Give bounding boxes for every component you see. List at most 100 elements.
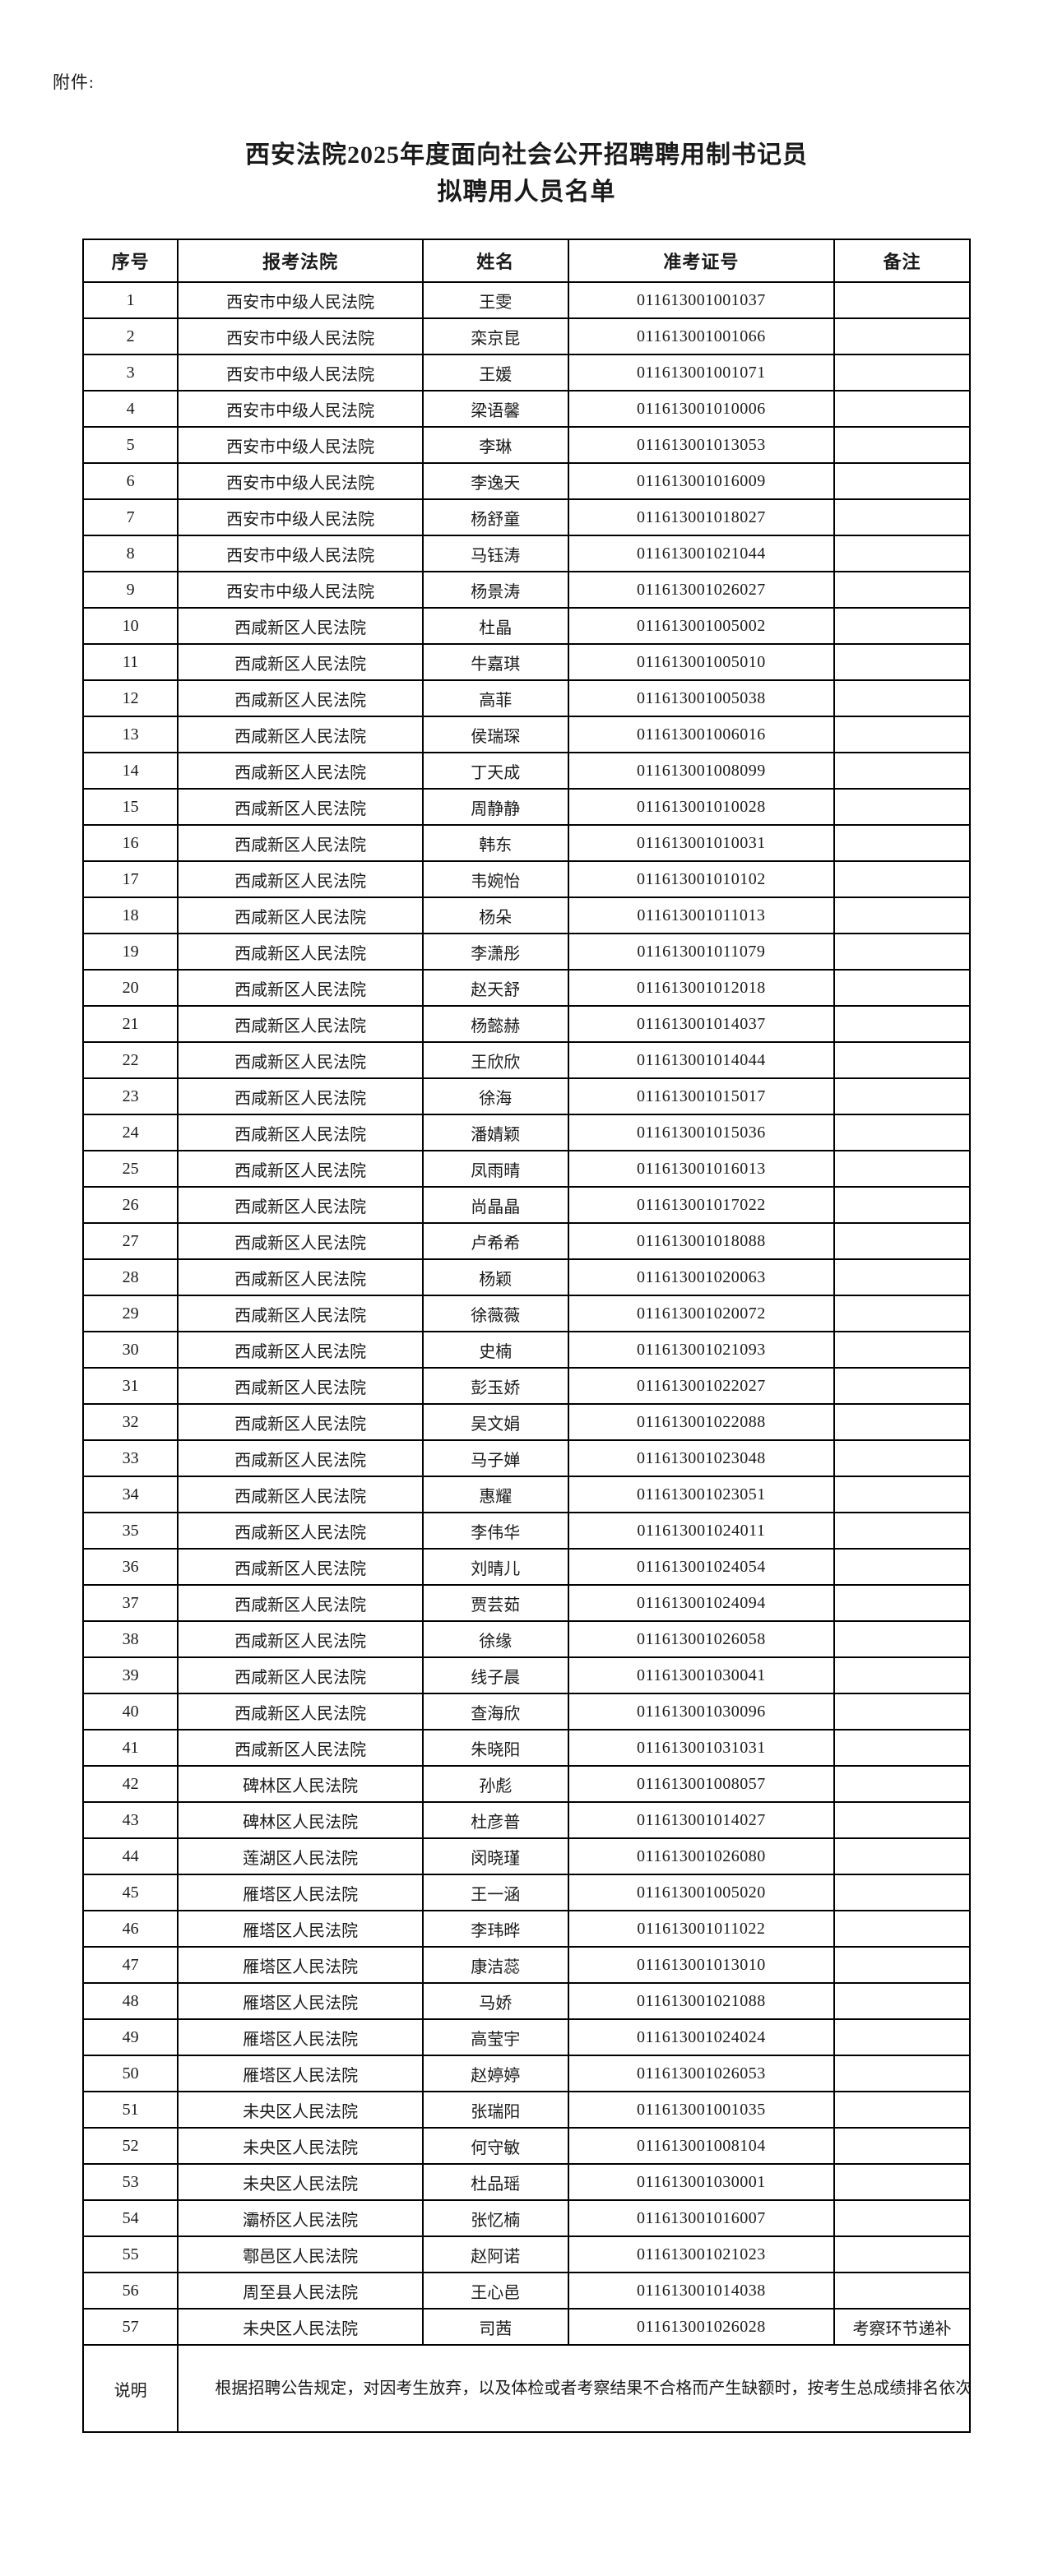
row-index-cell: 16 bbox=[81, 824, 179, 862]
table-row: 12 西咸新区人民法院 高菲 011613001005038 bbox=[81, 679, 971, 717]
row-name-cell: 王媛 bbox=[421, 354, 569, 391]
row-remark-cell bbox=[833, 462, 971, 500]
row-remark-cell bbox=[833, 752, 971, 790]
row-index-cell: 57 bbox=[81, 2308, 179, 2346]
table-row: 39 西咸新区人民法院 线子晨 011613001030041 bbox=[81, 1656, 971, 1694]
row-court-cell: 碑林区人民法院 bbox=[177, 1801, 424, 1839]
row-remark-cell bbox=[833, 2163, 971, 2201]
row-court-cell: 西咸新区人民法院 bbox=[177, 897, 424, 934]
row-remark-cell bbox=[833, 2127, 971, 2165]
row-court-cell: 西咸新区人民法院 bbox=[177, 1439, 424, 1477]
table-row: 49 雁塔区人民法院 高莹宇 011613001024024 bbox=[81, 2018, 971, 2056]
table-row: 53 未央区人民法院 杜品瑶 011613001030001 bbox=[81, 2163, 971, 2201]
row-remark-cell bbox=[833, 716, 971, 753]
row-ticket-cell: 011613001014038 bbox=[567, 2272, 836, 2310]
row-index-cell: 12 bbox=[81, 679, 179, 717]
table-row: 57 未央区人民法院 司茜 011613001026028 考察环节递补 bbox=[81, 2308, 971, 2346]
table-row: 9 西安市中级人民法院 杨景涛 011613001026027 bbox=[81, 571, 971, 609]
row-court-cell: 西咸新区人民法院 bbox=[177, 716, 424, 753]
table-row: 6 西安市中级人民法院 李逸天 011613001016009 bbox=[81, 462, 971, 500]
table-row: 10 西咸新区人民法院 杜晶 011613001005002 bbox=[81, 607, 971, 645]
row-court-cell: 西咸新区人民法院 bbox=[177, 1114, 424, 1151]
row-court-cell: 西咸新区人民法院 bbox=[177, 788, 424, 826]
row-ticket-cell: 011613001026028 bbox=[567, 2308, 836, 2346]
row-name-cell: 线子晨 bbox=[421, 1656, 569, 1694]
row-index-cell: 29 bbox=[81, 1295, 179, 1332]
row-court-cell: 未央区人民法院 bbox=[177, 2127, 424, 2165]
row-remark-cell bbox=[833, 1331, 971, 1369]
table-row: 11 西咸新区人民法院 牛嘉琪 011613001005010 bbox=[81, 643, 971, 681]
row-court-cell: 西咸新区人民法院 bbox=[177, 1077, 424, 1115]
table-row: 43 碑林区人民法院 杜彦普 011613001014027 bbox=[81, 1801, 971, 1839]
row-name-cell: 杨景涛 bbox=[421, 571, 569, 609]
row-remark-cell bbox=[833, 788, 971, 826]
row-ticket-cell: 011613001021088 bbox=[567, 1982, 836, 2020]
row-court-cell: 雁塔区人民法院 bbox=[177, 2055, 424, 2092]
row-ticket-cell: 011613001010102 bbox=[567, 860, 836, 898]
table-row: 23 西咸新区人民法院 徐海 011613001015017 bbox=[81, 1077, 971, 1115]
table-row: 56 周至县人民法院 王心邑 011613001014038 bbox=[81, 2272, 971, 2310]
row-name-cell: 王雯 bbox=[421, 281, 569, 319]
row-index-cell: 10 bbox=[81, 607, 179, 645]
header-name: 姓名 bbox=[421, 239, 569, 283]
row-ticket-cell: 011613001018027 bbox=[567, 498, 836, 536]
row-index-cell: 31 bbox=[81, 1367, 179, 1405]
row-ticket-cell: 011613001026080 bbox=[567, 1837, 836, 1875]
row-index-cell: 6 bbox=[81, 462, 179, 500]
row-index-cell: 1 bbox=[81, 281, 179, 319]
row-remark-cell bbox=[833, 1765, 971, 1803]
row-remark-cell bbox=[833, 1439, 971, 1477]
row-remark-cell bbox=[833, 535, 971, 572]
table-row: 51 未央区人民法院 张瑞阳 011613001001035 bbox=[81, 2091, 971, 2129]
row-index-cell: 20 bbox=[81, 969, 179, 1007]
table-row: 4 西安市中级人民法院 梁语馨 011613001010006 bbox=[81, 390, 971, 428]
row-court-cell: 西咸新区人民法院 bbox=[177, 1005, 424, 1043]
table-row: 40 西咸新区人民法院 查海欣 011613001030096 bbox=[81, 1693, 971, 1730]
row-name-cell: 赵阿诺 bbox=[421, 2235, 569, 2273]
row-name-cell: 周静静 bbox=[421, 788, 569, 826]
row-name-cell: 侯瑞琛 bbox=[421, 716, 569, 753]
row-name-cell: 刘晴儿 bbox=[421, 1548, 569, 1586]
table-row: 7 西安市中级人民法院 杨舒童 011613001018027 bbox=[81, 498, 971, 536]
row-court-cell: 西咸新区人民法院 bbox=[177, 607, 424, 645]
table-row: 37 西咸新区人民法院 贾芸茹 011613001024094 bbox=[81, 1584, 971, 1622]
table-row: 38 西咸新区人民法院 徐缘 011613001026058 bbox=[81, 1620, 971, 1658]
table-row: 41 西咸新区人民法院 朱晓阳 011613001031031 bbox=[81, 1729, 971, 1767]
row-ticket-cell: 011613001015036 bbox=[567, 1114, 836, 1151]
row-remark-cell: 考察环节递补 bbox=[833, 2308, 971, 2346]
row-remark-cell bbox=[833, 607, 971, 645]
row-ticket-cell: 011613001022027 bbox=[567, 1367, 836, 1405]
table-row: 54 灞桥区人民法院 张忆楠 011613001016007 bbox=[81, 2199, 971, 2237]
row-court-cell: 灞桥区人民法院 bbox=[177, 2199, 424, 2237]
row-ticket-cell: 011613001010031 bbox=[567, 824, 836, 862]
table-row: 20 西咸新区人民法院 赵天舒 011613001012018 bbox=[81, 969, 971, 1007]
row-ticket-cell: 011613001001037 bbox=[567, 281, 836, 319]
row-index-cell: 19 bbox=[81, 933, 179, 971]
table-row: 45 雁塔区人民法院 王一涵 011613001005020 bbox=[81, 1874, 971, 1911]
table-row: 8 西安市中级人民法院 马钰涛 011613001021044 bbox=[81, 535, 971, 572]
row-index-cell: 5 bbox=[81, 426, 179, 464]
row-name-cell: 徐薇薇 bbox=[421, 1295, 569, 1332]
row-index-cell: 7 bbox=[81, 498, 179, 536]
row-index-cell: 55 bbox=[81, 2235, 179, 2273]
row-name-cell: 卢希希 bbox=[421, 1222, 569, 1260]
table-row: 25 西咸新区人民法院 凤雨晴 011613001016013 bbox=[81, 1150, 971, 1188]
row-ticket-cell: 011613001023051 bbox=[567, 1476, 836, 1513]
row-remark-cell bbox=[833, 281, 971, 319]
row-ticket-cell: 011613001024094 bbox=[567, 1584, 836, 1622]
row-remark-cell bbox=[833, 643, 971, 681]
row-remark-cell bbox=[833, 2235, 971, 2273]
row-remark-cell bbox=[833, 1295, 971, 1332]
table-row: 35 西咸新区人民法院 李伟华 011613001024011 bbox=[81, 1512, 971, 1550]
row-name-cell: 闵晓瑾 bbox=[421, 1837, 569, 1875]
row-index-cell: 43 bbox=[81, 1801, 179, 1839]
page-title-line2: 拟聘用人员名单 bbox=[437, 178, 616, 206]
row-remark-cell bbox=[833, 1837, 971, 1875]
row-remark-cell bbox=[833, 1186, 971, 1224]
row-index-cell: 36 bbox=[81, 1548, 179, 1586]
row-name-cell: 王一涵 bbox=[421, 1874, 569, 1911]
row-remark-cell bbox=[833, 2055, 971, 2092]
row-index-cell: 35 bbox=[81, 1512, 179, 1550]
row-name-cell: 韦婉怡 bbox=[421, 860, 569, 898]
row-name-cell: 栾京昆 bbox=[421, 317, 569, 355]
